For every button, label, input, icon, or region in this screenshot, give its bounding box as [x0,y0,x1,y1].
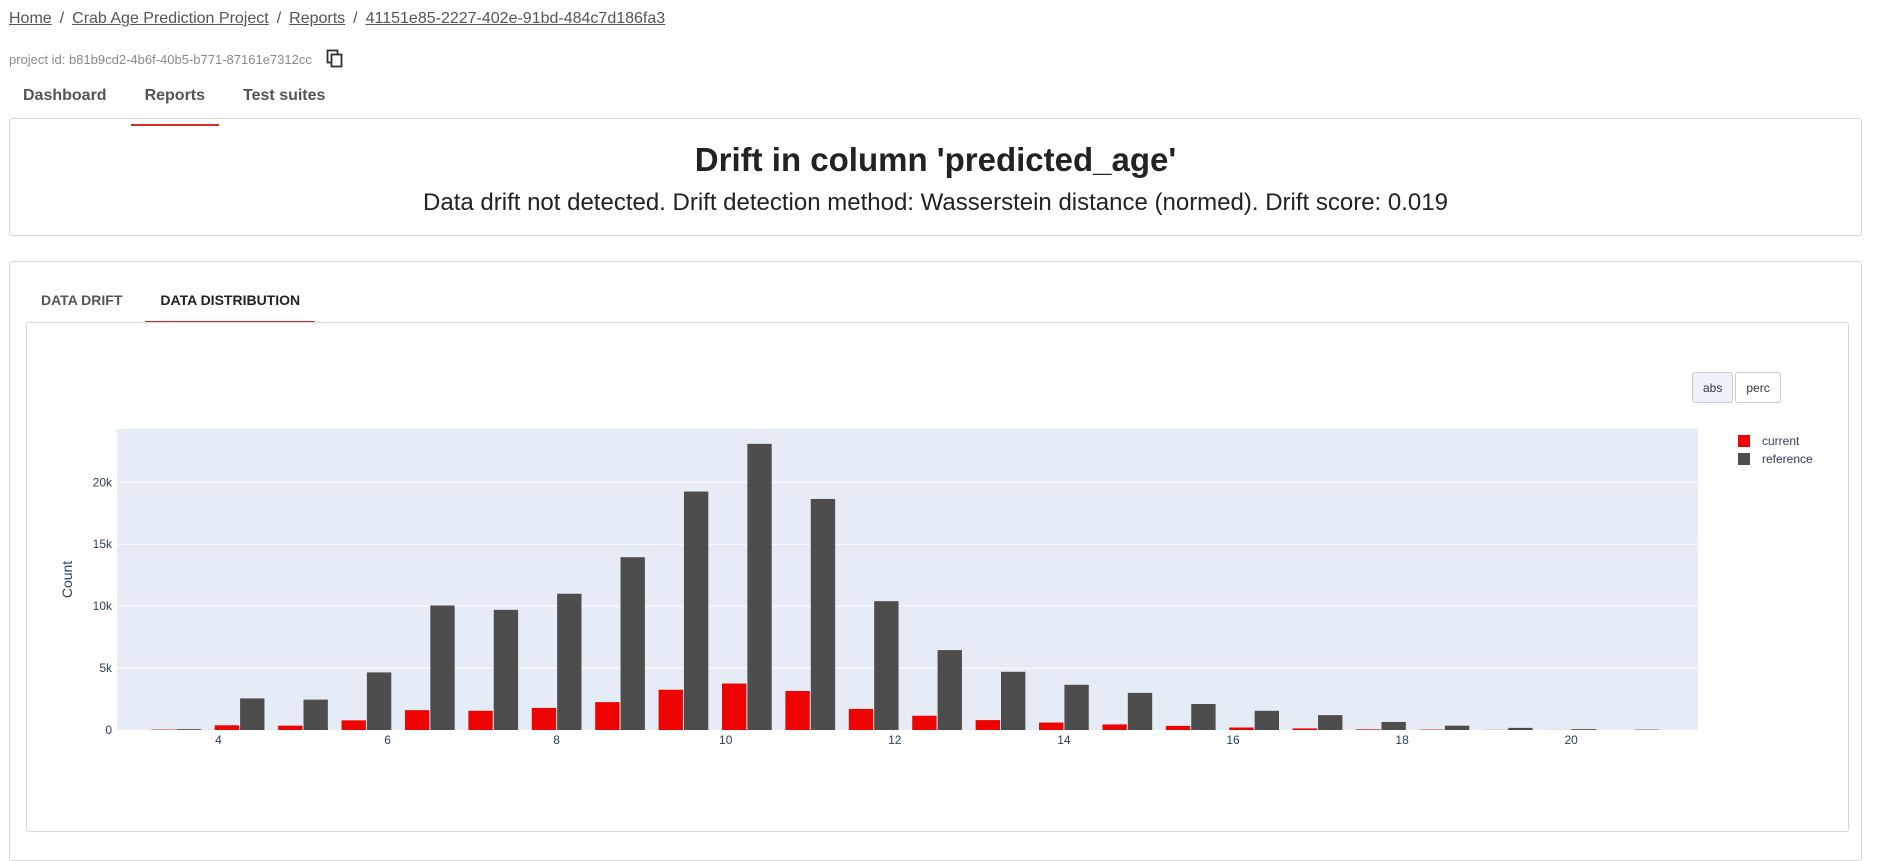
page-title: Drift in column 'predicted_age' [10,141,1861,179]
bar-reference [430,606,454,730]
breadcrumb-report-id-link[interactable]: 41151e85-2227-402e-91bd-484c7d186fa3 [366,10,666,27]
bar-current [1102,724,1126,730]
breadcrumb: Home / Crab Age Prediction Project / Reports… [9,10,665,28]
y-tick-label: 15k [93,537,113,551]
x-tick-label: 12 [888,733,902,747]
x-tick-label: 4 [215,733,222,747]
bar-reference [1064,685,1088,730]
bar-current [1229,728,1253,730]
bar-current [1039,723,1063,730]
tab-data-distribution[interactable]: DATA DISTRIBUTION [145,279,315,323]
drift-widget-card: DATA DRIFT DATA DISTRIBUTION 0 5k 10k 15k 20… [9,261,1862,861]
bar-reference [1508,728,1532,730]
y-tick-label: 0 [105,723,112,737]
bar-reference [240,698,264,730]
bar-current [215,725,239,730]
x-tick-label: 14 [1057,733,1071,747]
bar-current [722,684,746,730]
bar-current [912,716,936,730]
bar-reference [874,601,898,730]
breadcrumb-home-link[interactable]: Home [9,10,52,27]
legend-label-reference: reference [1762,452,1813,466]
bar-reference [1572,729,1596,730]
bar-reference [747,444,771,730]
bar-current [1293,728,1317,730]
bar-reference [1445,726,1469,730]
distribution-chart: 0 5k 10k 15k 20k 4 6 8 10 12 14 16 18 20 Count current r… [27,323,1848,831]
perc-button[interactable]: perc [1735,372,1780,403]
y-axis-label: Count [59,561,75,598]
bar-reference [621,557,645,730]
report-header-card: Drift in column 'predicted_age' Data dri… [9,118,1862,236]
bar-reference [367,672,391,730]
breadcrumb-separator: / [353,10,357,27]
breadcrumb-separator: / [277,10,281,27]
bar-reference [494,610,518,730]
x-tick-label: 20 [1565,733,1579,747]
widget-tabs: DATA DRIFT DATA DISTRIBUTION [26,279,323,323]
copy-icon[interactable] [326,49,344,69]
x-tick-label: 16 [1226,733,1240,747]
legend-swatch-current [1738,435,1750,447]
bar-current [278,726,302,730]
mode-toggle: abs perc [1692,372,1783,403]
bar-reference [1318,715,1342,730]
bar-reference [304,700,328,730]
bar-reference [1191,704,1215,730]
y-tick-label: 20k [93,475,113,489]
bar-reference [684,492,708,730]
legend-label-current: current [1762,434,1800,448]
bar-reference [557,594,581,730]
y-tick-label: 10k [93,599,113,613]
legend-swatch-reference [1738,453,1750,465]
x-tick-label: 18 [1395,733,1409,747]
bar-reference [938,650,962,730]
bar-current [785,691,809,730]
x-tick-label: 8 [553,733,560,747]
breadcrumb-reports-link[interactable]: Reports [289,10,345,27]
x-tick-label: 10 [719,733,733,747]
bar-current [532,708,556,730]
bar-current [976,720,1000,730]
bar-current [1166,726,1190,730]
bar-current [342,720,366,730]
bar-current [595,702,619,730]
drift-summary: Data drift not detected. Drift detection… [10,189,1861,217]
bar-reference [1381,722,1405,730]
breadcrumb-separator: / [60,10,64,27]
bar-reference [1001,672,1025,730]
y-tick-label: 5k [99,661,113,675]
project-id-text: project id: b81b9cd2-4b6f-40b5-b771-8716… [9,52,312,67]
bar-current [1356,729,1380,730]
bar-reference [177,729,201,730]
bar-current [468,711,492,730]
breadcrumb-project-link[interactable]: Crab Age Prediction Project [72,10,269,27]
bar-reference [1255,711,1279,730]
bar-current [849,709,873,730]
project-id-row: project id: b81b9cd2-4b6f-40b5-b771-8716… [9,49,344,69]
tab-data-drift[interactable]: DATA DRIFT [26,279,137,323]
plot-area [117,429,1698,730]
x-tick-label: 6 [384,733,391,747]
bar-current [405,710,429,730]
distribution-plot-container: 0 5k 10k 15k 20k 4 6 8 10 12 14 16 18 20 Count current r… [26,322,1849,832]
bar-reference [1128,693,1152,730]
bar-current [659,690,683,730]
bar-reference [811,499,835,730]
abs-button[interactable]: abs [1692,372,1733,403]
